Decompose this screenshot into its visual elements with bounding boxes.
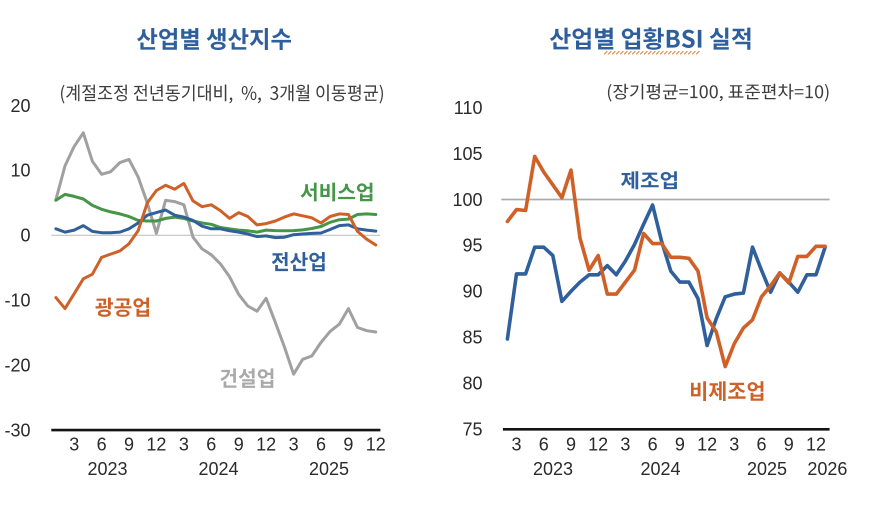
svg-text:80: 80 xyxy=(462,373,482,393)
svg-text:75: 75 xyxy=(462,419,482,439)
svg-text:-20: -20 xyxy=(4,355,30,375)
svg-text:105: 105 xyxy=(452,144,482,164)
svg-text:3: 3 xyxy=(511,435,521,455)
svg-text:100: 100 xyxy=(452,190,482,210)
svg-text:6: 6 xyxy=(648,435,658,455)
svg-text:12: 12 xyxy=(146,435,166,455)
svg-text:9: 9 xyxy=(234,435,244,455)
svg-text:3: 3 xyxy=(729,435,739,455)
svg-text:9: 9 xyxy=(124,435,134,455)
svg-text:85: 85 xyxy=(462,328,482,348)
svg-text:2024: 2024 xyxy=(198,459,238,479)
svg-text:6: 6 xyxy=(97,435,107,455)
svg-text:2026: 2026 xyxy=(807,459,847,479)
svg-text:3: 3 xyxy=(69,435,79,455)
svg-text:2023: 2023 xyxy=(533,459,573,479)
svg-text:9: 9 xyxy=(784,435,794,455)
svg-text:6: 6 xyxy=(316,435,326,455)
svg-text:2025: 2025 xyxy=(747,459,787,479)
svg-text:110: 110 xyxy=(454,98,483,118)
svg-text:-10: -10 xyxy=(4,291,30,311)
svg-text:3: 3 xyxy=(620,435,630,455)
svg-text:6: 6 xyxy=(756,435,766,455)
svg-text:6: 6 xyxy=(539,435,549,455)
svg-text:10: 10 xyxy=(10,161,30,181)
svg-text:90: 90 xyxy=(462,282,482,302)
svg-text:2025: 2025 xyxy=(309,459,349,479)
svg-text:12: 12 xyxy=(806,435,826,455)
svg-text:12: 12 xyxy=(366,435,386,455)
svg-text:0: 0 xyxy=(20,226,30,246)
svg-text:20: 20 xyxy=(10,96,30,116)
svg-text:3: 3 xyxy=(289,435,299,455)
svg-text:12: 12 xyxy=(697,435,717,455)
svg-text:9: 9 xyxy=(566,435,576,455)
svg-text:-30: -30 xyxy=(4,420,30,440)
svg-text:95: 95 xyxy=(462,236,482,256)
svg-text:9: 9 xyxy=(343,435,353,455)
svg-text:2024: 2024 xyxy=(640,459,680,479)
svg-text:2023: 2023 xyxy=(87,459,127,479)
svg-text:3: 3 xyxy=(179,435,189,455)
svg-text:6: 6 xyxy=(206,435,216,455)
svg-text:9: 9 xyxy=(675,435,685,455)
svg-text:12: 12 xyxy=(256,435,276,455)
svg-text:12: 12 xyxy=(588,435,608,455)
